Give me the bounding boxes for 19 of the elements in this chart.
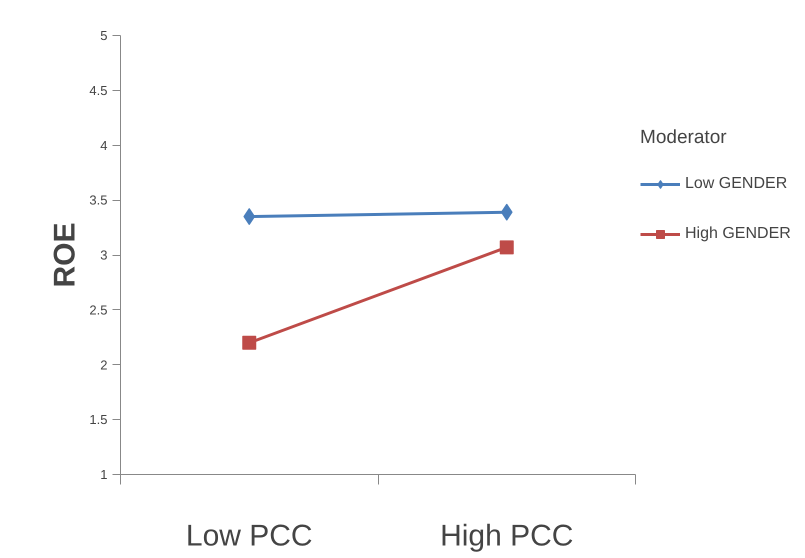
x-tick-label: Low PCC <box>186 520 313 552</box>
y-tick-label: 1.5 <box>89 412 108 428</box>
y-tick-label: 1 <box>100 467 108 482</box>
y-axis-title: ROE <box>48 222 82 288</box>
point <box>500 204 513 221</box>
y-tick-label: 2 <box>100 357 108 372</box>
y-tick-label: 4.5 <box>89 82 108 98</box>
legend-title: Moderator <box>640 127 728 149</box>
legend-label: High GENDER <box>685 225 791 243</box>
y-tick-label: 3 <box>100 248 108 262</box>
x-tick-label: High PCC <box>440 520 574 552</box>
y-tick-label: 2.5 <box>89 302 108 318</box>
legend-label: Low GENDER <box>685 175 788 193</box>
y-tick-label: 4 <box>100 138 108 153</box>
y-tick-label: 3.5 <box>89 192 108 208</box>
point <box>500 240 514 254</box>
y-tick-label: 5 <box>100 28 108 43</box>
point <box>242 336 256 350</box>
point <box>243 208 256 226</box>
